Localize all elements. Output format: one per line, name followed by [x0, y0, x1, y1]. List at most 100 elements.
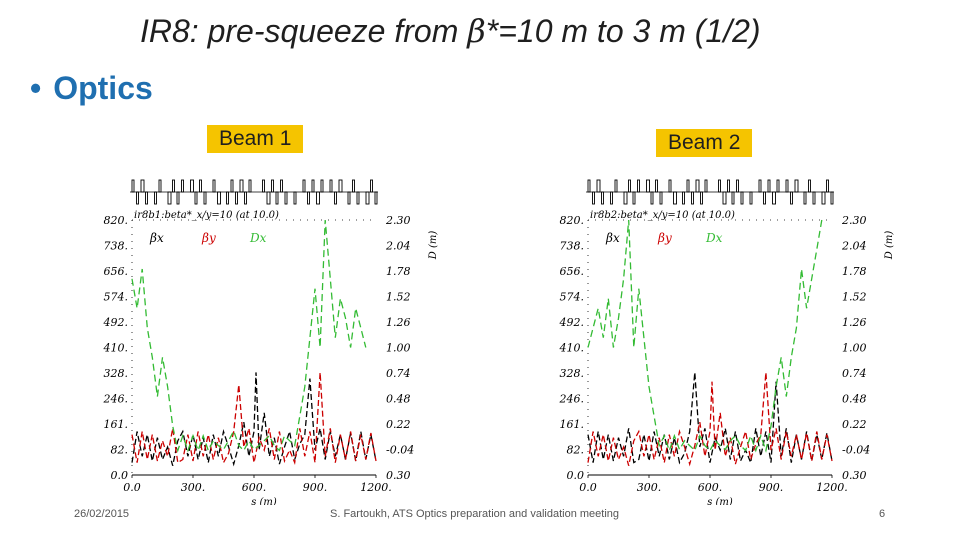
lattice-magnet: [235, 191, 238, 205]
legend-entry: βx: [605, 231, 620, 245]
lattice-magnet: [736, 179, 739, 193]
lattice-magnet: [203, 191, 207, 205]
y-tick-left: 161.: [104, 418, 129, 431]
x-axis-label: s (m): [251, 497, 277, 505]
lattice-magnet: [682, 191, 685, 205]
lattice-magnet: [374, 191, 378, 205]
lattice-magnet: [262, 179, 265, 193]
y-tick-left: 574.: [560, 291, 585, 304]
lattice-magnet: [365, 191, 370, 205]
y-tick-left: 656.: [560, 265, 585, 278]
legend-entry: βy: [657, 231, 672, 245]
lattice-magnet: [154, 191, 157, 205]
lattice-magnet: [329, 179, 333, 193]
lattice-magnet: [239, 179, 244, 193]
y-tick-right: 1.52: [842, 291, 867, 304]
lattice-magnet: [320, 179, 324, 193]
lattice-magnet: [370, 179, 373, 193]
lattice-magnet: [623, 191, 628, 205]
lattice-magnet: [695, 179, 700, 193]
y-axis-label-right: D (m): [428, 231, 439, 261]
y-tick-left: 0.0: [111, 469, 129, 482]
lattice-magnet: [167, 191, 172, 205]
y-tick-right: 1.26: [842, 316, 867, 329]
y-tick-right: 0.48: [842, 393, 867, 406]
y-tick-right: 1.78: [386, 265, 411, 278]
lattice-magnet: [271, 179, 274, 193]
lattice-magnet: [830, 191, 834, 205]
y-tick-right: 1.00: [842, 342, 867, 355]
y-tick-left: 738.: [560, 240, 585, 253]
legend-entry: βx: [149, 231, 164, 245]
page-number: 6: [879, 508, 886, 520]
y-tick-left: 820.: [560, 214, 585, 227]
lattice-magnet: [776, 179, 780, 193]
lattice-magnet: [794, 179, 799, 193]
bullet-text: Optics: [53, 70, 153, 106]
series-line-betx: [587, 372, 833, 466]
y-tick-right: 1.78: [842, 265, 867, 278]
beam1-label: Beam 1: [207, 125, 304, 153]
lattice-magnet: [740, 191, 744, 205]
series-line-dx: [131, 219, 367, 453]
lattice-magnet: [722, 191, 727, 205]
lattice-magnet: [826, 179, 829, 193]
y-tick-left: 246.: [103, 393, 129, 406]
lattice-magnet: [338, 179, 343, 193]
y-axis-label-right: D (m): [884, 231, 895, 261]
lattice-magnet: [275, 191, 279, 205]
x-axis-label: s (m): [707, 497, 733, 505]
lattice-magnet: [628, 179, 631, 193]
lattice-magnet: [691, 191, 694, 205]
beam1-optics-plot: ir8b1:beta*_x/y=10 (at 10.0) 0.0 82. 161. 24…: [92, 170, 452, 508]
y-tick-left: 328.: [104, 367, 129, 380]
bullet-dot-icon: •: [30, 70, 42, 106]
y-tick-right: 2.04: [385, 240, 411, 253]
legend-entry: βy: [201, 231, 216, 245]
lattice-magnet: [668, 179, 672, 193]
lattice-magnet: [637, 179, 640, 193]
lattice-magnet: [700, 191, 703, 205]
lattice-magnet: [356, 191, 360, 205]
lattice-magnet: [650, 191, 654, 205]
y-tick-right: -0.04: [842, 444, 870, 457]
plot-subtitle: ir8b2:beta*_x/y=10 (at 10.0): [590, 210, 735, 221]
lattice-magnet: [718, 179, 721, 193]
lattice-magnet: [601, 191, 604, 205]
lattice-magnet: [785, 179, 789, 193]
y-tick-left: 410.: [103, 342, 129, 355]
y-tick-right: 0.48: [386, 393, 411, 406]
lattice-magnet: [596, 179, 601, 193]
y-tick-left: 246.: [559, 393, 585, 406]
y-tick-right: 2.30: [841, 214, 867, 227]
slide-title: IR8: pre-squeeze from β*=10 m to 3 m (1/…: [140, 12, 761, 50]
x-tick-label: 900.: [303, 481, 328, 494]
lattice-magnet: [244, 191, 247, 205]
x-tick-label: 900.: [759, 481, 784, 494]
lattice-magnet: [176, 191, 180, 205]
x-tick-label: 300.: [181, 481, 206, 494]
beam2-label: Beam 2: [656, 129, 753, 157]
y-tick-right: 2.04: [841, 240, 867, 253]
y-tick-right: 0.22: [842, 418, 867, 431]
x-tick-label: 0.0: [123, 481, 141, 494]
lattice-magnet: [217, 191, 221, 205]
x-tick-label: 600.: [698, 481, 723, 494]
y-tick-left: 492.: [103, 316, 129, 329]
beam1-plot-svg: ir8b1:beta*_x/y=10 (at 10.0) 0.0 82. 161. 24…: [103, 179, 439, 508]
y-tick-right: 0.30: [842, 469, 867, 482]
lattice-magnet: [140, 179, 145, 193]
y-tick-right: 0.22: [386, 418, 411, 431]
lattice-magnet: [587, 179, 591, 193]
y-tick-right: -0.04: [386, 444, 414, 457]
lattice-magnet: [190, 179, 194, 193]
lattice-magnet: [646, 179, 650, 193]
y-tick-left: 82.: [567, 444, 585, 457]
x-tick-label: 0.0: [579, 481, 597, 494]
lattice-magnet: [284, 191, 288, 205]
lattice-magnet: [803, 191, 807, 205]
lattice-magnet: [248, 179, 252, 193]
lattice-magnet: [772, 191, 776, 205]
lattice-magnet: [610, 191, 613, 205]
lattice-magnet: [307, 191, 310, 205]
